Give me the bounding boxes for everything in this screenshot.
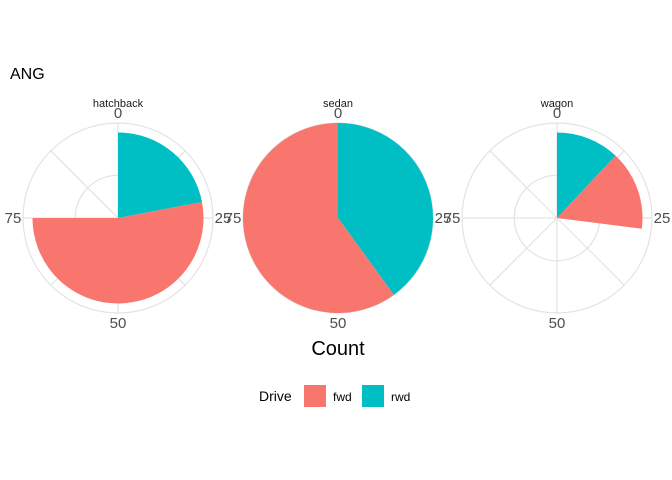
slice-rwd bbox=[338, 123, 434, 295]
tick-label: 0 bbox=[334, 105, 342, 122]
slice-rwd bbox=[118, 132, 202, 218]
grid-spoke bbox=[50, 150, 119, 219]
facet-label: hatchback bbox=[93, 98, 144, 110]
tick-label: 25 bbox=[215, 210, 232, 227]
x-axis-label: Count bbox=[311, 338, 365, 360]
legend-title: Drive bbox=[259, 388, 292, 404]
legend-key-rwd bbox=[362, 385, 384, 407]
legend-key-fwd bbox=[304, 385, 326, 407]
tick-label: 50 bbox=[549, 315, 566, 332]
slice-rwd bbox=[557, 132, 616, 218]
grid-spoke bbox=[489, 217, 558, 286]
tick-label: 25 bbox=[654, 210, 671, 227]
legend-label-rwd: rwd bbox=[391, 390, 410, 404]
tick-label: 75 bbox=[444, 210, 461, 227]
tick-label: 0 bbox=[114, 105, 122, 122]
tick-label: 0 bbox=[553, 105, 561, 122]
facet-label: wagon bbox=[540, 98, 573, 110]
slice-fwd bbox=[32, 201, 204, 304]
facet-label: sedan bbox=[323, 98, 353, 110]
tick-label: 75 bbox=[225, 210, 242, 227]
slice-fwd bbox=[243, 123, 394, 313]
tick-label: 75 bbox=[5, 210, 22, 227]
slice-fwd bbox=[557, 155, 643, 229]
grid-spoke bbox=[556, 217, 625, 286]
grid-spoke bbox=[489, 150, 558, 219]
legend: Drive fwd rwd bbox=[259, 385, 410, 407]
tick-label: 50 bbox=[330, 315, 347, 332]
tick-label: 25 bbox=[435, 210, 452, 227]
tick-label: 50 bbox=[110, 315, 127, 332]
legend-label-fwd: fwd bbox=[333, 390, 352, 404]
plot-title: ANG bbox=[10, 66, 45, 83]
